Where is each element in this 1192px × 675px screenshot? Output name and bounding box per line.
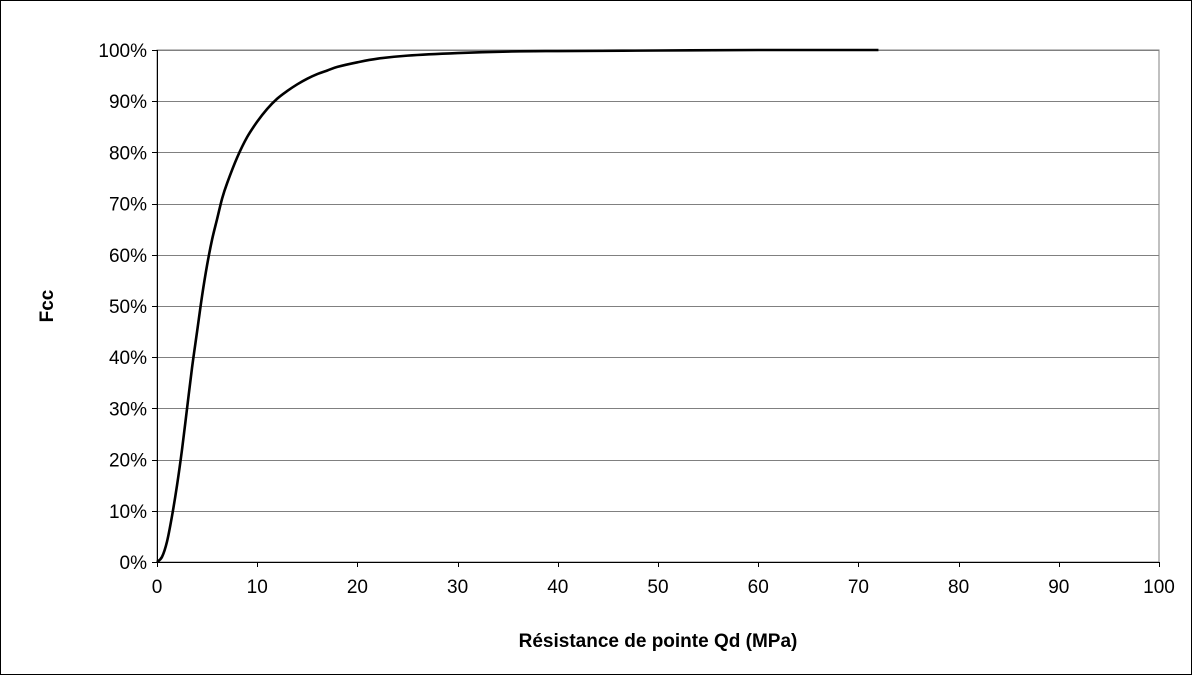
x-tick-label: 0 <box>152 577 163 598</box>
x-axis-title: Résistance de pointe Qd (MPa) <box>519 631 798 652</box>
y-tick-label: 10% <box>109 502 147 523</box>
x-tick-label: 100 <box>1143 577 1175 598</box>
y-tick-label: 20% <box>109 451 147 472</box>
x-tick-label: 20 <box>347 577 368 598</box>
x-tick-label: 10 <box>247 577 268 598</box>
x-tick-label: 40 <box>547 577 568 598</box>
series-layer <box>156 48 879 563</box>
x-tick-label: 50 <box>647 577 668 598</box>
x-tick-label: 30 <box>447 577 468 598</box>
x-tick-label: 70 <box>848 577 869 598</box>
x-tick-label: 80 <box>948 577 969 598</box>
grid-layer <box>157 50 1159 512</box>
y-tick-label: 90% <box>109 92 147 113</box>
y-tick-label: 100% <box>98 41 147 62</box>
y-tick-label: 30% <box>109 399 147 420</box>
y-tick-label: 50% <box>109 297 147 318</box>
tick-layer: 0% 10% 20% 30% 40% 50% 60% 70% 80% 90% 100% 0 10 20 30… <box>98 41 1174 598</box>
y-tick-label: 80% <box>109 143 147 164</box>
y-tick-label: 70% <box>109 195 147 216</box>
cdf-series-line <box>156 48 879 563</box>
y-tick-label: 60% <box>109 246 147 267</box>
x-tick-label: 60 <box>748 577 769 598</box>
y-axis-title: Fcc <box>37 289 58 322</box>
y-tick-label: 0% <box>120 553 148 574</box>
y-tick-label: 40% <box>109 348 147 369</box>
x-tick-label: 90 <box>1048 577 1069 598</box>
